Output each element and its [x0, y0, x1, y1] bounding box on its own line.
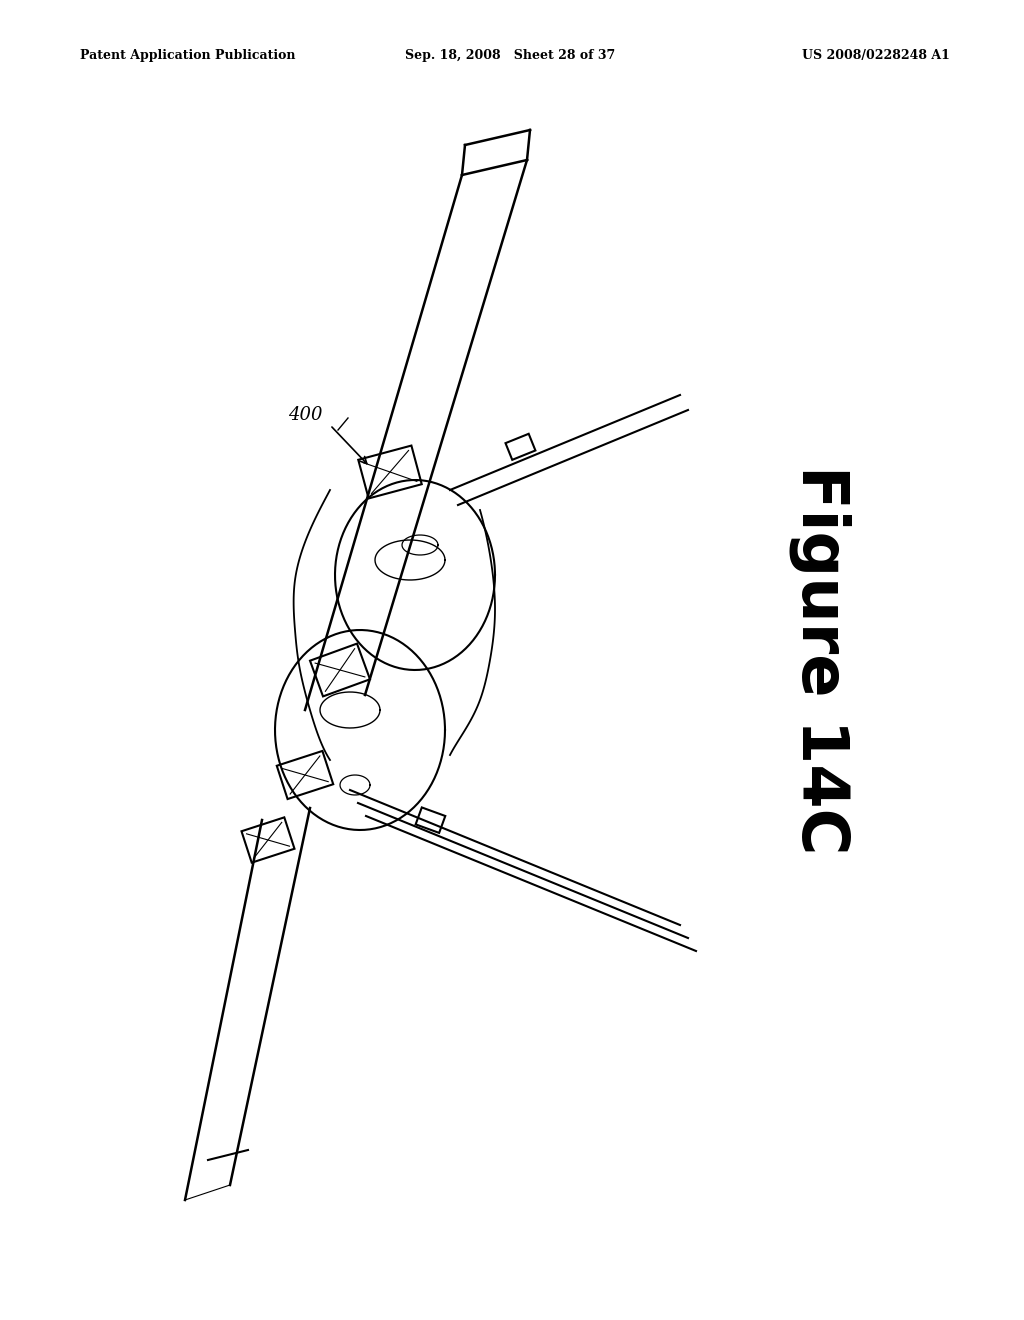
Bar [358, 446, 422, 499]
Bar [276, 751, 333, 799]
FancyBboxPatch shape [506, 434, 536, 459]
Text: Figure 14C: Figure 14C [788, 465, 851, 855]
Text: 400: 400 [288, 407, 323, 424]
Bar [310, 644, 370, 697]
FancyBboxPatch shape [416, 808, 445, 833]
Bar [242, 817, 295, 863]
Text: US 2008/0228248 A1: US 2008/0228248 A1 [802, 49, 950, 62]
Text: Sep. 18, 2008   Sheet 28 of 37: Sep. 18, 2008 Sheet 28 of 37 [404, 49, 615, 62]
Text: Patent Application Publication: Patent Application Publication [80, 49, 296, 62]
